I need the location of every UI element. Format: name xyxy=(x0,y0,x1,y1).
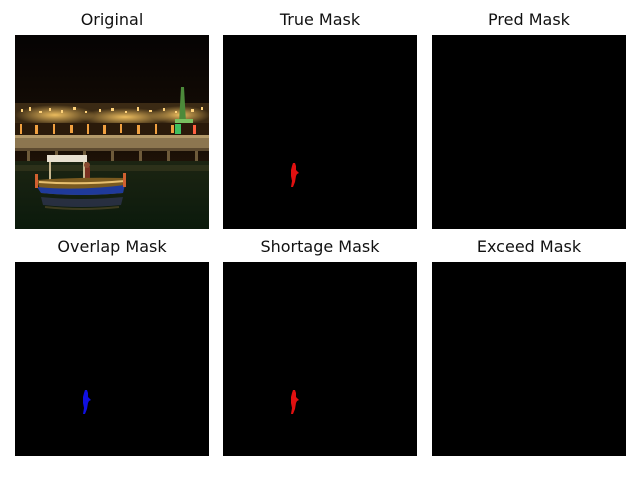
exceed-mask-image xyxy=(432,262,626,456)
panel-title-original: Original xyxy=(80,10,144,29)
shortage-mask-drawing xyxy=(291,390,299,414)
panel-title-exceed-mask: Exceed Mask xyxy=(476,237,582,256)
pred-mask-image xyxy=(432,35,626,229)
overlap-mask-image xyxy=(15,262,209,456)
original-photo-drawing xyxy=(15,35,209,229)
true-mask-image xyxy=(223,35,417,229)
true-mask-region xyxy=(291,163,299,187)
overlap-mask-drawing xyxy=(83,390,91,414)
original-photo xyxy=(15,35,209,229)
panel-title-true-mask: True Mask xyxy=(279,10,361,29)
overlap-mask-region xyxy=(83,390,91,414)
panel-title-shortage-mask: Shortage Mask xyxy=(260,237,380,256)
panel-title-overlap-mask: Overlap Mask xyxy=(57,237,167,256)
true-mask-drawing xyxy=(291,163,299,187)
panel-title-pred-mask: Pred Mask xyxy=(488,10,570,29)
shortage-mask-image xyxy=(223,262,417,456)
shortage-mask-region xyxy=(291,390,299,414)
